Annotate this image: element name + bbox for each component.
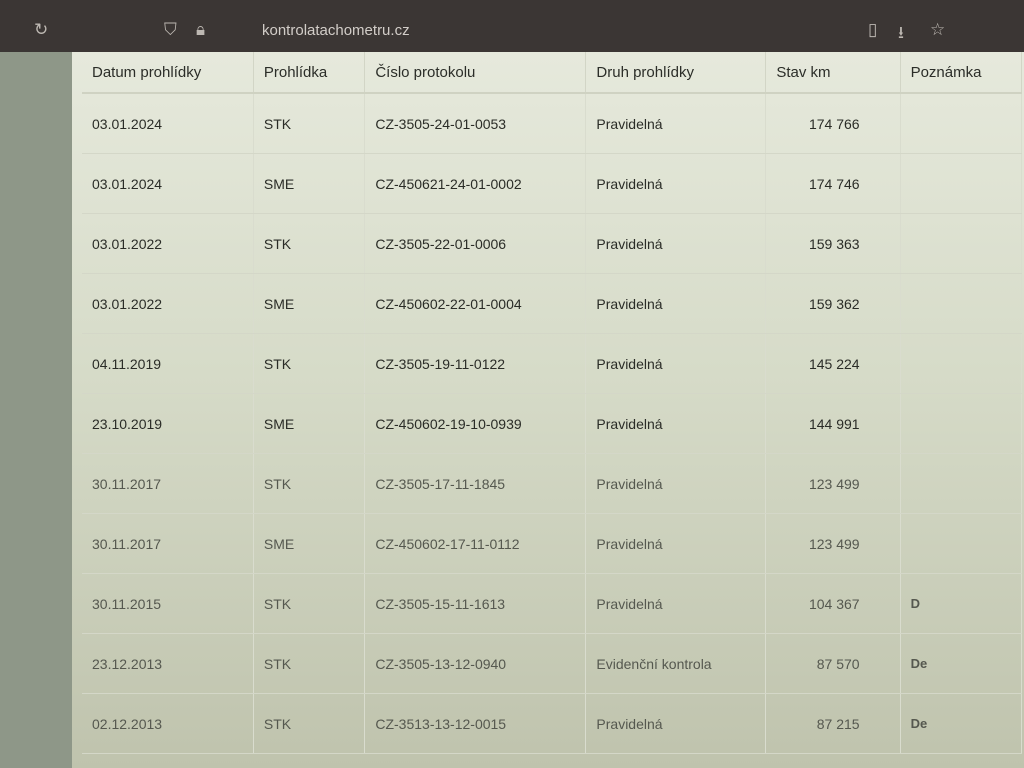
cell-date: 30.11.2017 bbox=[82, 513, 254, 574]
cell-km: 174 766 bbox=[765, 93, 901, 154]
table-row: 23.10.2019 SME CZ-450602-19-10-0939 Pravide… bbox=[82, 393, 1023, 454]
cell-date: 03.01.2022 bbox=[82, 273, 254, 334]
shield-icon[interactable]: ⛉ bbox=[164, 20, 177, 39]
table-row: 30.11.2017 SME CZ-450602-17-11-0112 Pravide… bbox=[82, 513, 1023, 574]
cell-type: STK bbox=[253, 573, 366, 634]
table-row: 30.11.2017 STK CZ-3505-17-11-1845 Pravideln… bbox=[82, 453, 1023, 514]
cell-km: 145 224 bbox=[765, 333, 901, 394]
cell-date: 03.01.2022 bbox=[82, 213, 254, 274]
cell-km: 87 570 bbox=[765, 633, 901, 694]
cell-note[interactable]: De bbox=[900, 693, 1023, 754]
download-icon[interactable]: ⭳ bbox=[898, 23, 904, 42]
table-row: 03.01.2022 STK CZ-3505-22-01-0006 Pravideln… bbox=[82, 213, 1023, 274]
table-row: 04.11.2019 STK CZ-3505-19-11-0122 Pravideln… bbox=[82, 333, 1023, 394]
cell-note bbox=[900, 333, 1023, 394]
cell-type: STK bbox=[253, 633, 366, 694]
cell-protocol: CZ-3505-13-12-0940 bbox=[364, 633, 587, 694]
cell-type: STK bbox=[253, 213, 366, 274]
cell-type: STK bbox=[253, 93, 366, 154]
cell-km: 123 499 bbox=[765, 453, 901, 514]
cell-km: 87 215 bbox=[765, 693, 901, 754]
cell-kind: Pravidelná bbox=[585, 93, 767, 154]
table-row: 03.01.2022 SME CZ-450602-22-01-0004 Pravide… bbox=[82, 273, 1023, 334]
cell-note bbox=[900, 453, 1023, 514]
table-row: 03.01.2024 STK CZ-3505-24-01-0053 Pravideln… bbox=[82, 93, 1023, 154]
cell-type: SME bbox=[253, 153, 366, 214]
cell-note bbox=[900, 153, 1023, 214]
cell-type: STK bbox=[253, 693, 366, 754]
cell-protocol: CZ-3513-13-12-0015 bbox=[364, 693, 587, 754]
cell-protocol: CZ-3505-24-01-0053 bbox=[364, 93, 587, 154]
cell-note bbox=[900, 93, 1023, 154]
cell-date: 04.11.2019 bbox=[82, 333, 254, 394]
cell-date: 23.10.2019 bbox=[82, 393, 254, 454]
cell-note bbox=[900, 273, 1023, 334]
cell-kind: Evidenční kontrola bbox=[585, 633, 767, 694]
cell-note[interactable]: D bbox=[900, 573, 1023, 634]
page-margin bbox=[0, 52, 72, 768]
cell-type: STK bbox=[253, 453, 366, 514]
cell-protocol: CZ-450602-22-01-0004 bbox=[364, 273, 587, 334]
header-km: Stav km bbox=[765, 52, 901, 94]
cell-km: 144 991 bbox=[765, 393, 901, 454]
cell-type: SME bbox=[253, 273, 366, 334]
cell-note bbox=[900, 513, 1023, 574]
cell-date: 30.11.2017 bbox=[82, 453, 254, 514]
cell-protocol: CZ-450602-17-11-0112 bbox=[364, 513, 587, 574]
cell-protocol: CZ-450602-19-10-0939 bbox=[364, 393, 587, 454]
cell-km: 174 746 bbox=[765, 153, 901, 214]
browser-toolbar: ↻ ⛉ 🔒︎ kontrolatachometru.cz ▯ ⭳ ☆ bbox=[0, 0, 1024, 52]
table-row: 23.12.2013 STK CZ-3505-13-12-0940 Evidenční… bbox=[82, 633, 1023, 694]
reader-icon[interactable]: ▯ bbox=[868, 20, 878, 39]
header-note: Poznámka bbox=[900, 52, 1023, 94]
cell-km: 104 367 bbox=[765, 573, 901, 634]
cell-kind: Pravidelná bbox=[585, 213, 767, 274]
table-row: 30.11.2015 STK CZ-3505-15-11-1613 Pravideln… bbox=[82, 573, 1023, 634]
cell-km: 159 363 bbox=[765, 213, 901, 274]
cell-date: 23.12.2013 bbox=[82, 633, 254, 694]
cell-km: 159 362 bbox=[765, 273, 901, 334]
cell-note[interactable]: De bbox=[900, 633, 1023, 694]
cell-type: SME bbox=[253, 513, 366, 574]
cell-date: 03.01.2024 bbox=[82, 93, 254, 154]
cell-protocol: CZ-3505-19-11-0122 bbox=[364, 333, 587, 394]
cell-date: 02.12.2013 bbox=[82, 693, 254, 754]
cell-kind: Pravidelná bbox=[585, 453, 767, 514]
header-type: Prohlídka bbox=[253, 52, 366, 94]
cell-date: 30.11.2015 bbox=[82, 573, 254, 634]
table-row: 02.12.2013 STK CZ-3513-13-12-0015 Pravideln… bbox=[82, 693, 1023, 754]
lock-icon[interactable]: 🔒︎ bbox=[196, 20, 206, 39]
cell-kind: Pravidelná bbox=[585, 513, 767, 574]
url-bar[interactable]: kontrolatachometru.cz bbox=[262, 22, 410, 39]
header-kind: Druh prohlídky bbox=[585, 52, 767, 94]
cell-protocol: CZ-3505-17-11-1845 bbox=[364, 453, 587, 514]
cell-kind: Pravidelná bbox=[585, 393, 767, 454]
cell-kind: Pravidelná bbox=[585, 153, 767, 214]
cell-type: STK bbox=[253, 333, 366, 394]
cell-kind: Pravidelná bbox=[585, 273, 767, 334]
cell-type: SME bbox=[253, 393, 366, 454]
cell-km: 123 499 bbox=[765, 513, 901, 574]
cell-note bbox=[900, 213, 1023, 274]
cell-protocol: CZ-3505-15-11-1613 bbox=[364, 573, 587, 634]
table-header-row: Datum prohlídky Prohlídka Číslo protokolu D… bbox=[82, 52, 1023, 94]
cell-kind: Pravidelná bbox=[585, 693, 767, 754]
cell-kind: Pravidelná bbox=[585, 333, 767, 394]
star-icon[interactable]: ☆ bbox=[930, 20, 946, 39]
table-row: 03.01.2024 SME CZ-450621-24-01-0002 Pravide… bbox=[82, 153, 1023, 214]
cell-date: 03.01.2024 bbox=[82, 153, 254, 214]
header-protocol: Číslo protokolu bbox=[364, 52, 587, 94]
inspection-table-panel: Datum prohlídky Prohlídka Číslo protokolu D… bbox=[72, 52, 1024, 768]
cell-protocol: CZ-450621-24-01-0002 bbox=[364, 153, 587, 214]
cell-protocol: CZ-3505-22-01-0006 bbox=[364, 213, 587, 274]
reload-icon[interactable]: ↻ bbox=[34, 20, 49, 39]
inspection-table: Datum prohlídky Prohlídka Číslo protokolu D… bbox=[82, 52, 1023, 754]
header-date: Datum prohlídky bbox=[82, 52, 254, 94]
cell-kind: Pravidelná bbox=[585, 573, 767, 634]
cell-note bbox=[900, 393, 1023, 454]
